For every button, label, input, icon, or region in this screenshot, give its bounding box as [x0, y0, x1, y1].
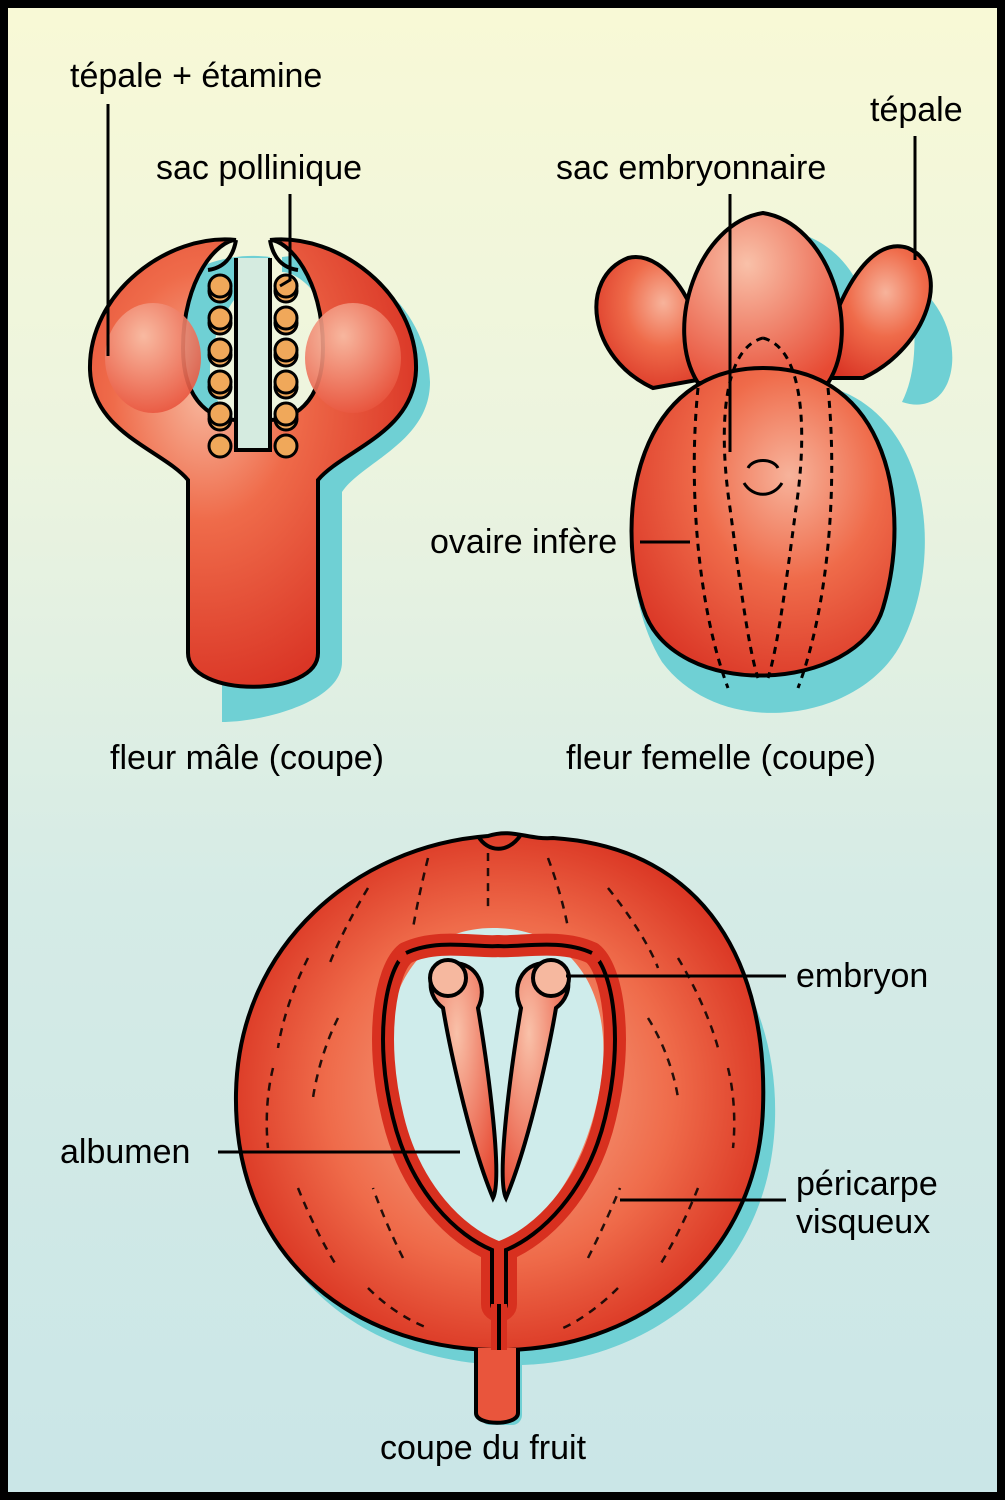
diagram-frame: tépale + étamine sac pollinique sac embr…	[0, 0, 1005, 1500]
label-albumen: albumen	[60, 1134, 190, 1171]
caption-coupe-fruit: coupe du fruit	[380, 1430, 586, 1467]
fruit-section	[236, 833, 775, 1425]
label-pericarpe-1: péricarpe	[796, 1166, 938, 1203]
label-tepale: tépale	[870, 92, 963, 129]
label-tepale-etamine: tépale + étamine	[70, 58, 322, 95]
label-sac-pollinique: sac pollinique	[156, 150, 362, 187]
label-embryon: embryon	[796, 958, 928, 995]
label-sac-embryonnaire: sac embryonnaire	[556, 150, 826, 187]
label-ovaire-infere: ovaire infère	[430, 524, 617, 561]
male-flower	[90, 239, 430, 722]
label-pericarpe-2: visqueux	[796, 1204, 930, 1241]
female-flower	[596, 213, 952, 713]
caption-fleur-femelle: fleur femelle (coupe)	[566, 740, 876, 777]
caption-fleur-male: fleur mâle (coupe)	[110, 740, 384, 777]
